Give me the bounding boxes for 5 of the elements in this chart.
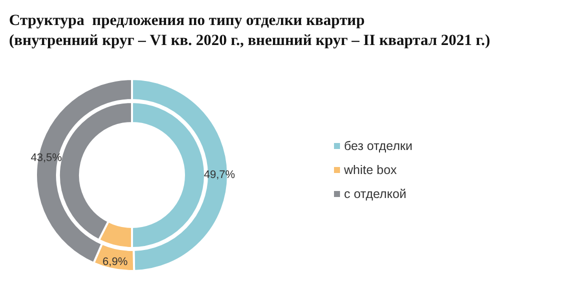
chart-title: Структура предложения по типу отделки квартир (внутренний круг – VI кв. 2020 г., внешний круг – II квартал 2021 г.) [9, 12, 490, 49]
legend-label: без отделки [344, 139, 412, 153]
legend-label: с отделкой [344, 187, 406, 201]
legend-label: white box [343, 163, 398, 177]
data-label: 6,9% [102, 256, 128, 268]
